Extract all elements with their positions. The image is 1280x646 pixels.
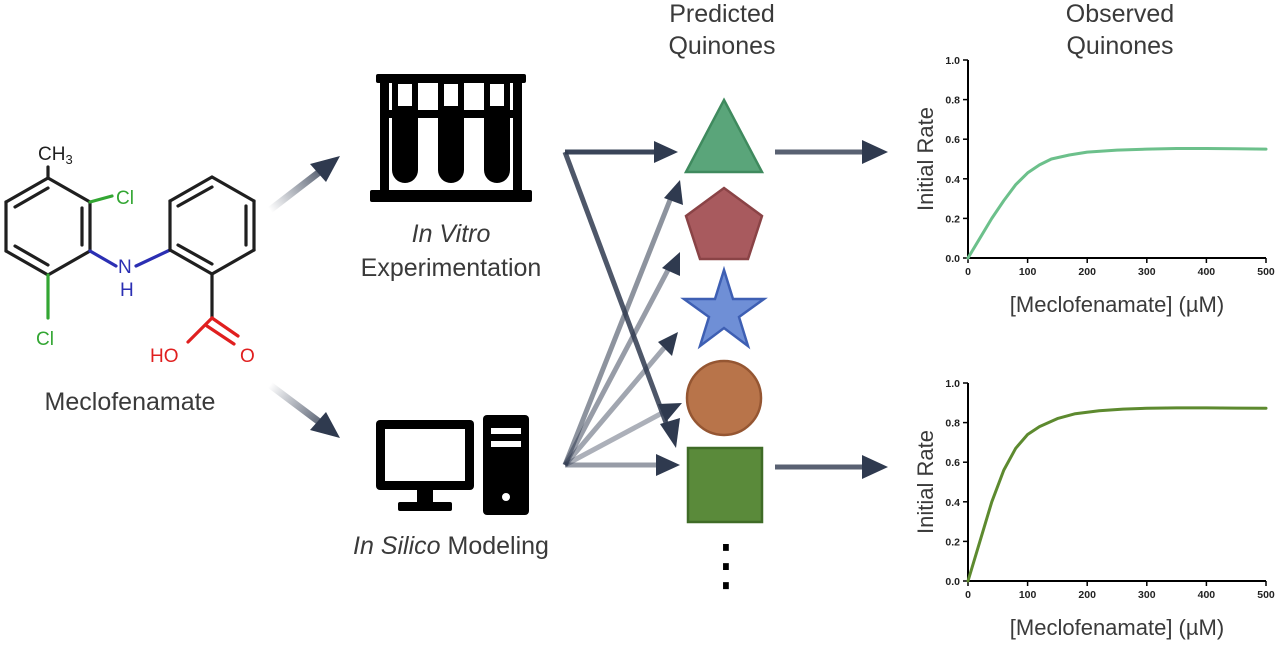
y-tick-label: 0.4 bbox=[945, 497, 960, 509]
y-axis-title: Initial Rate bbox=[913, 107, 938, 211]
pentagon-quinone bbox=[684, 186, 764, 261]
c-oh-bond bbox=[186, 316, 214, 344]
observed-header-line1: Observed bbox=[1066, 0, 1174, 28]
arrow-to-in-vitro bbox=[267, 156, 340, 213]
star-quinone bbox=[680, 265, 768, 350]
arrow-vitro-to-square bbox=[562, 151, 680, 448]
triangle-quinone bbox=[683, 97, 765, 174]
desktop-computer-icon bbox=[376, 415, 529, 515]
y-tick-label: 0.0 bbox=[945, 253, 960, 265]
y-tick-label: 0.8 bbox=[945, 418, 960, 430]
y-tick-label: 0.8 bbox=[945, 95, 960, 107]
rate-curve bbox=[966, 406, 1268, 583]
y-axis-title: Initial Rate bbox=[913, 430, 938, 534]
arrow-vitro-to-triangle bbox=[565, 141, 678, 163]
y-tick-label: 0.2 bbox=[945, 536, 960, 548]
x-axis-title: [Meclofenamate] (µM) bbox=[1010, 615, 1224, 640]
x-tick-label: 100 bbox=[1019, 589, 1037, 601]
y-tick-label: 0.4 bbox=[945, 174, 960, 186]
o-label: O bbox=[240, 346, 255, 367]
arrow-silico-to-square bbox=[565, 454, 680, 476]
initial-rate-chart-square: 0.0 0.2 0.4 0.6 0.8 1.0 0 100 200 300 400 500 Initia… bbox=[913, 378, 1275, 640]
x-tick-label: 400 bbox=[1198, 266, 1216, 278]
x-tick-label: 200 bbox=[1078, 589, 1096, 601]
y-tick-label: 0.6 bbox=[945, 457, 960, 469]
in-vitro-label-line2: Experimentation bbox=[361, 254, 542, 282]
circle-quinone bbox=[685, 359, 763, 437]
y-tick-label: 0.2 bbox=[945, 213, 960, 225]
atom-labels: CH3 Cl Cl N H HO O bbox=[36, 144, 255, 367]
y-tick-label: 0.0 bbox=[945, 576, 960, 588]
c-o-double-bond-b bbox=[205, 324, 236, 346]
arrow-silico-to-pentagon bbox=[562, 252, 680, 467]
arrow-square-to-chart2 bbox=[775, 455, 888, 479]
c-n-bond bbox=[88, 249, 118, 268]
benzoate-ring bbox=[168, 175, 256, 320]
predicted-shapes bbox=[680, 97, 768, 524]
x-tick-label: 100 bbox=[1019, 266, 1037, 278]
x-tick-label: 500 bbox=[1257, 266, 1275, 278]
ch3-label: CH3 bbox=[38, 144, 73, 167]
observed-header-line2: Quinones bbox=[1066, 32, 1173, 60]
cl-bottom-label: Cl bbox=[36, 329, 54, 350]
y-tick-label: 1.0 bbox=[945, 55, 960, 67]
predicted-header-line1: Predicted bbox=[669, 0, 775, 28]
x-tick-label: 400 bbox=[1198, 589, 1216, 601]
x-axis-title: [Meclofenamate] (µM) bbox=[1010, 292, 1224, 317]
cl-top-label: Cl bbox=[116, 188, 134, 209]
c-o-double-bond-a bbox=[210, 316, 240, 338]
method-to-shape-arrows bbox=[562, 141, 683, 476]
square-quinone bbox=[686, 446, 764, 524]
arrow-to-in-silico bbox=[267, 382, 340, 438]
ellipsis-more-quinones: ⋮ bbox=[698, 533, 754, 598]
in-vitro-label-line1: In Vitro bbox=[412, 220, 491, 248]
x-tick-label: 300 bbox=[1138, 266, 1156, 278]
dichloro-methyl-phenyl-ring bbox=[4, 165, 92, 277]
y-tick-label: 0.6 bbox=[945, 134, 960, 146]
x-tick-label: 300 bbox=[1138, 589, 1156, 601]
meclofenamate-structure bbox=[4, 165, 256, 346]
in-silico-label: In Silico Modeling bbox=[353, 532, 549, 560]
y-tick-label: 1.0 bbox=[945, 378, 960, 390]
n-c-bond bbox=[134, 248, 172, 268]
x-tick-label: 0 bbox=[965, 589, 971, 601]
x-tick-label: 500 bbox=[1257, 589, 1275, 601]
arrow-silico-to-triangle bbox=[562, 180, 683, 466]
test-tubes-rack-icon bbox=[370, 74, 532, 202]
c-cl-bond-top bbox=[88, 194, 114, 204]
x-tick-label: 0 bbox=[965, 266, 971, 278]
molecule-name: Meclofenamate bbox=[45, 388, 216, 416]
x-tick-label: 200 bbox=[1078, 266, 1096, 278]
arrow-silico-to-star bbox=[563, 332, 678, 467]
predicted-header-line2: Quinones bbox=[668, 32, 775, 60]
h-label: H bbox=[120, 280, 134, 301]
ho-label: HO bbox=[150, 346, 179, 367]
n-label: N bbox=[118, 257, 132, 278]
initial-rate-chart-triangle: 0.0 0.2 0.4 0.6 0.8 1.0 0 100 200 300 400 500 Initia… bbox=[913, 55, 1275, 317]
arrow-silico-to-circle bbox=[563, 403, 682, 468]
rate-curve bbox=[966, 147, 1268, 260]
arrow-triangle-to-chart1 bbox=[775, 140, 888, 164]
